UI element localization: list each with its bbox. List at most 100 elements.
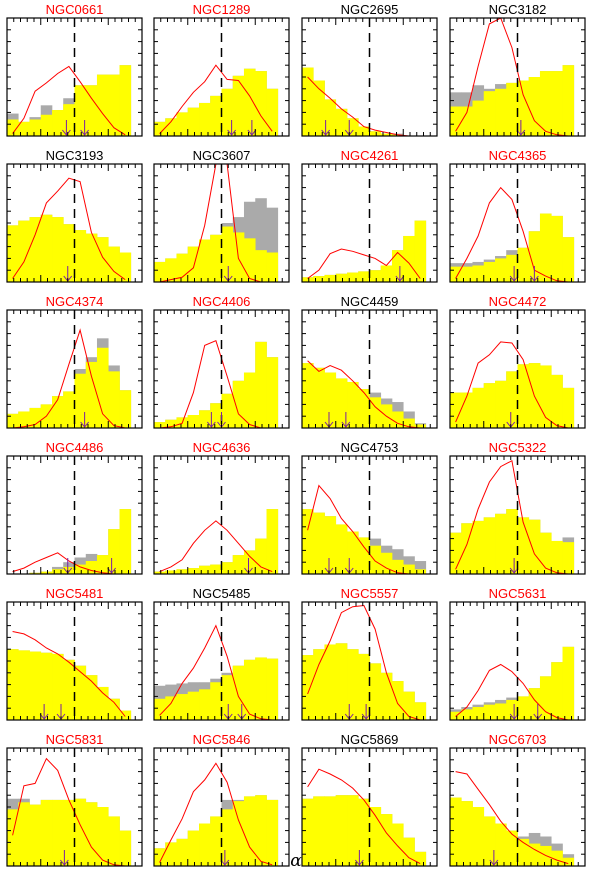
yellow-bar (233, 801, 245, 866)
bars (29, 509, 131, 574)
yellow-bar (154, 699, 166, 720)
panel-title: NGC5831 (46, 732, 104, 747)
yellow-bar (199, 240, 211, 282)
yellow-bar (86, 362, 98, 428)
yellow-bar (551, 375, 563, 428)
yellow-bar (255, 71, 267, 136)
yellow-bar (450, 798, 462, 866)
yellow-bar (450, 107, 462, 137)
yellow-bar (472, 101, 484, 136)
yellow-bar (255, 342, 267, 428)
yellow-bar (199, 824, 211, 866)
yellow-bar (97, 687, 109, 720)
bars (7, 215, 131, 282)
yellow-bar (52, 396, 64, 428)
yellow-bar (75, 565, 87, 574)
panel-title: NGC4374 (46, 294, 104, 309)
yellow-bar (336, 643, 348, 720)
panel-title: NGC0661 (46, 2, 104, 17)
yellow-bar (97, 555, 109, 574)
yellow-bar (267, 509, 279, 574)
yellow-bar (370, 663, 382, 720)
yellow-bar (267, 800, 279, 866)
bars (302, 795, 426, 866)
panel-title: NGC4753 (341, 440, 399, 455)
yellow-bar (472, 265, 484, 282)
yellow-bar (472, 521, 484, 574)
bars (450, 647, 574, 720)
yellow-bar (244, 660, 256, 720)
panel-title: NGC2695 (341, 2, 399, 17)
yellow-bar (63, 391, 75, 428)
yellow-bar (267, 357, 279, 428)
bars (154, 342, 278, 428)
bars (154, 509, 278, 574)
yellow-bar (347, 795, 359, 866)
yellow-bar (176, 694, 188, 720)
yellow-bar (484, 383, 496, 428)
yellow-bar (392, 411, 404, 428)
yellow-bar (518, 248, 530, 282)
yellow-bar (52, 654, 64, 720)
yellow-bar (540, 214, 552, 282)
bars (154, 657, 278, 720)
panel-ngc4374: NGC4374 (7, 294, 142, 428)
yellow-bar (336, 109, 348, 136)
yellow-bar (41, 653, 53, 720)
yellow-bar (75, 666, 87, 720)
yellow-bar (255, 657, 267, 720)
yellow-bar (324, 644, 336, 720)
panel-ngc4406: NGC4406 (154, 294, 289, 428)
yellow-bar (302, 655, 314, 720)
yellow-bar (222, 675, 234, 720)
yellow-bar (450, 267, 462, 282)
yellow-bar (244, 238, 256, 282)
yellow-bar (108, 529, 120, 574)
x-axis-label: α (290, 851, 302, 871)
panel-grid: NGC0661 NGC1289 NGC2695 NGC3182NGC3193 NGC36… (7, 2, 585, 866)
bars (154, 198, 278, 282)
yellow-bar (176, 839, 188, 866)
bars (302, 68, 404, 136)
yellow-bar (41, 215, 53, 282)
yellow-bar (120, 253, 132, 283)
bars (450, 798, 574, 866)
yellow-bar (97, 348, 109, 428)
yellow-bar (313, 368, 325, 428)
yellow-bar (381, 673, 393, 720)
yellow-bar (108, 816, 120, 866)
yellow-bar (222, 227, 234, 282)
yellow-bar (154, 262, 166, 282)
yellow-bar (324, 275, 336, 282)
bars (450, 214, 574, 282)
yellow-bar (233, 666, 245, 720)
panel-ngc4486: NGC4486 (7, 440, 142, 574)
yellow-bar (506, 371, 518, 428)
panel-ngc5831: NGC5831 (7, 732, 142, 866)
panel-ngc5869: NGC5869 (302, 732, 437, 866)
yellow-bar (210, 682, 222, 720)
bars (302, 509, 426, 574)
yellow-bar (244, 550, 256, 574)
yellow-bar (222, 394, 234, 428)
panel-ngc4753: NGC4753 (302, 440, 437, 574)
yellow-bar (210, 816, 222, 866)
yellow-bar (29, 119, 41, 136)
yellow-bar (461, 393, 473, 428)
yellow-bar (563, 65, 575, 136)
bars (450, 363, 574, 428)
yellow-bar (154, 848, 166, 866)
yellow-bar (529, 520, 541, 574)
yellow-bar (29, 652, 41, 720)
bars (450, 65, 574, 136)
panel-ngc0661: NGC0661 (7, 2, 142, 136)
yellow-bar (563, 542, 575, 574)
yellow-bar (563, 237, 575, 282)
yellow-bar (29, 217, 41, 282)
yellow-bar (233, 76, 245, 136)
yellow-bar (120, 390, 132, 428)
panel-ngc4472: NGC4472 (450, 294, 585, 428)
yellow-bar (313, 513, 325, 574)
yellow-bar (518, 81, 530, 136)
panel-title: NGC5481 (46, 586, 104, 601)
